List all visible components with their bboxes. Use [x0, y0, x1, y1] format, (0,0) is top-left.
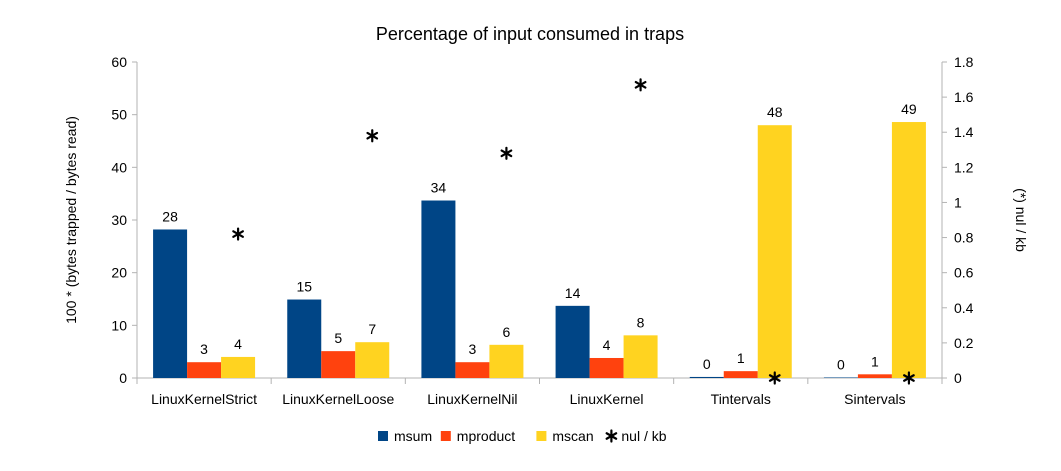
- y-tick-label: 60: [111, 54, 127, 70]
- x-tick-label: Sintervals: [844, 391, 905, 407]
- star-stroke: [634, 80, 647, 89]
- legend-label-mproduct: mproduct: [457, 428, 515, 444]
- y-axis-label: 100 * (bytes trapped / bytes read): [63, 116, 79, 324]
- bar-mproduct: [589, 357, 624, 378]
- y-tick-label: 20: [111, 265, 127, 281]
- legend-label-msum: msum: [394, 428, 432, 444]
- star-stroke: [903, 374, 915, 382]
- y-tick-label: 10: [111, 317, 127, 333]
- data-label: 4: [234, 336, 242, 352]
- y2-tick-label: 0.6: [954, 265, 974, 281]
- y2-tick-label: 0.2: [954, 335, 974, 351]
- nul-per-kb-point: [903, 371, 915, 385]
- bar-msum: [153, 229, 188, 378]
- data-label: 4: [603, 337, 611, 353]
- y-tick-label: 40: [111, 159, 127, 175]
- y2-tick-label: 1.6: [954, 89, 974, 105]
- data-label: 3: [469, 341, 477, 357]
- bars: [153, 122, 926, 378]
- y-tick-label: 0: [119, 370, 127, 386]
- bar-msum: [689, 376, 724, 378]
- data-label: 0: [837, 356, 845, 372]
- star-stroke: [605, 432, 618, 440]
- data-label: 1: [871, 353, 879, 369]
- y2-tick-label: 1.8: [954, 54, 974, 70]
- data-label: 3: [200, 341, 208, 357]
- legend-label-nul-per-kb: nul / kb: [621, 428, 666, 444]
- data-label: 15: [296, 279, 312, 295]
- nul-per-kb-point: [768, 371, 781, 385]
- bar-mscan: [355, 342, 390, 378]
- star-stroke: [366, 131, 379, 140]
- legend: msum mproduct mscan nul / kb: [378, 428, 667, 444]
- star-stroke: [232, 230, 244, 238]
- x-tick-label: Tintervals: [711, 391, 771, 407]
- bar-mproduct: [187, 362, 222, 378]
- nul-per-kb-point: [500, 146, 513, 160]
- y2-axis-label: (*) nul / kb: [1013, 188, 1029, 252]
- axes: 010203040506000.20.40.60.811.21.41.61.8L…: [111, 54, 973, 407]
- bar-mscan: [891, 122, 926, 378]
- bar-msum: [555, 305, 590, 378]
- data-label: 5: [334, 330, 342, 346]
- data-label: 6: [503, 324, 511, 340]
- x-tick-label: LinuxKernelNil: [427, 391, 517, 407]
- chart-title: Percentage of input consumed in traps: [376, 24, 684, 44]
- bar-mscan: [623, 335, 658, 378]
- data-label: 14: [565, 285, 581, 301]
- bar-mscan: [757, 125, 792, 378]
- star-stroke: [500, 149, 513, 158]
- x-tick-label: LinuxKernel: [570, 391, 644, 407]
- bar-mproduct: [723, 371, 758, 378]
- data-label: 49: [901, 101, 917, 117]
- data-label: 28: [162, 208, 178, 224]
- legend-swatch-mproduct: [440, 431, 451, 441]
- star-stroke: [768, 374, 781, 382]
- y2-tick-label: 0.8: [954, 230, 974, 246]
- y-tick-label: 50: [111, 107, 127, 123]
- y2-tick-label: 0: [954, 370, 962, 386]
- data-label: 34: [431, 180, 447, 196]
- y2-tick-label: 1.4: [954, 124, 974, 140]
- legend-label-mscan: mscan: [552, 428, 593, 444]
- y2-tick-label: 1: [954, 194, 962, 210]
- data-label: 8: [637, 314, 645, 330]
- nul-per-kb-markers: [232, 78, 915, 385]
- nul-per-kb-point: [232, 227, 244, 241]
- y-tick-label: 30: [111, 212, 127, 228]
- bar-mproduct: [321, 351, 356, 378]
- bar-mscan: [221, 356, 256, 378]
- nul-per-kb-point: [634, 78, 647, 92]
- data-label: 0: [703, 356, 711, 372]
- data-label: 7: [368, 321, 376, 337]
- x-tick-label: LinuxKernelStrict: [151, 391, 257, 407]
- data-label: 1: [737, 350, 745, 366]
- nul-per-kb-point: [366, 129, 379, 143]
- y2-tick-label: 1.2: [954, 159, 974, 175]
- x-tick-label: LinuxKernelLoose: [282, 391, 394, 407]
- legend-star-marker: [605, 429, 618, 443]
- bar-msum: [823, 377, 858, 378]
- bar-msum: [421, 200, 456, 378]
- bar-mscan: [489, 344, 524, 378]
- bar-mproduct: [455, 362, 490, 378]
- data-label: 48: [767, 104, 783, 120]
- bar-mproduct: [857, 374, 892, 378]
- y2-tick-label: 0.4: [954, 300, 974, 316]
- bar-msum: [287, 299, 322, 378]
- legend-swatch-msum: [378, 431, 388, 441]
- legend-swatch-mscan: [536, 431, 547, 441]
